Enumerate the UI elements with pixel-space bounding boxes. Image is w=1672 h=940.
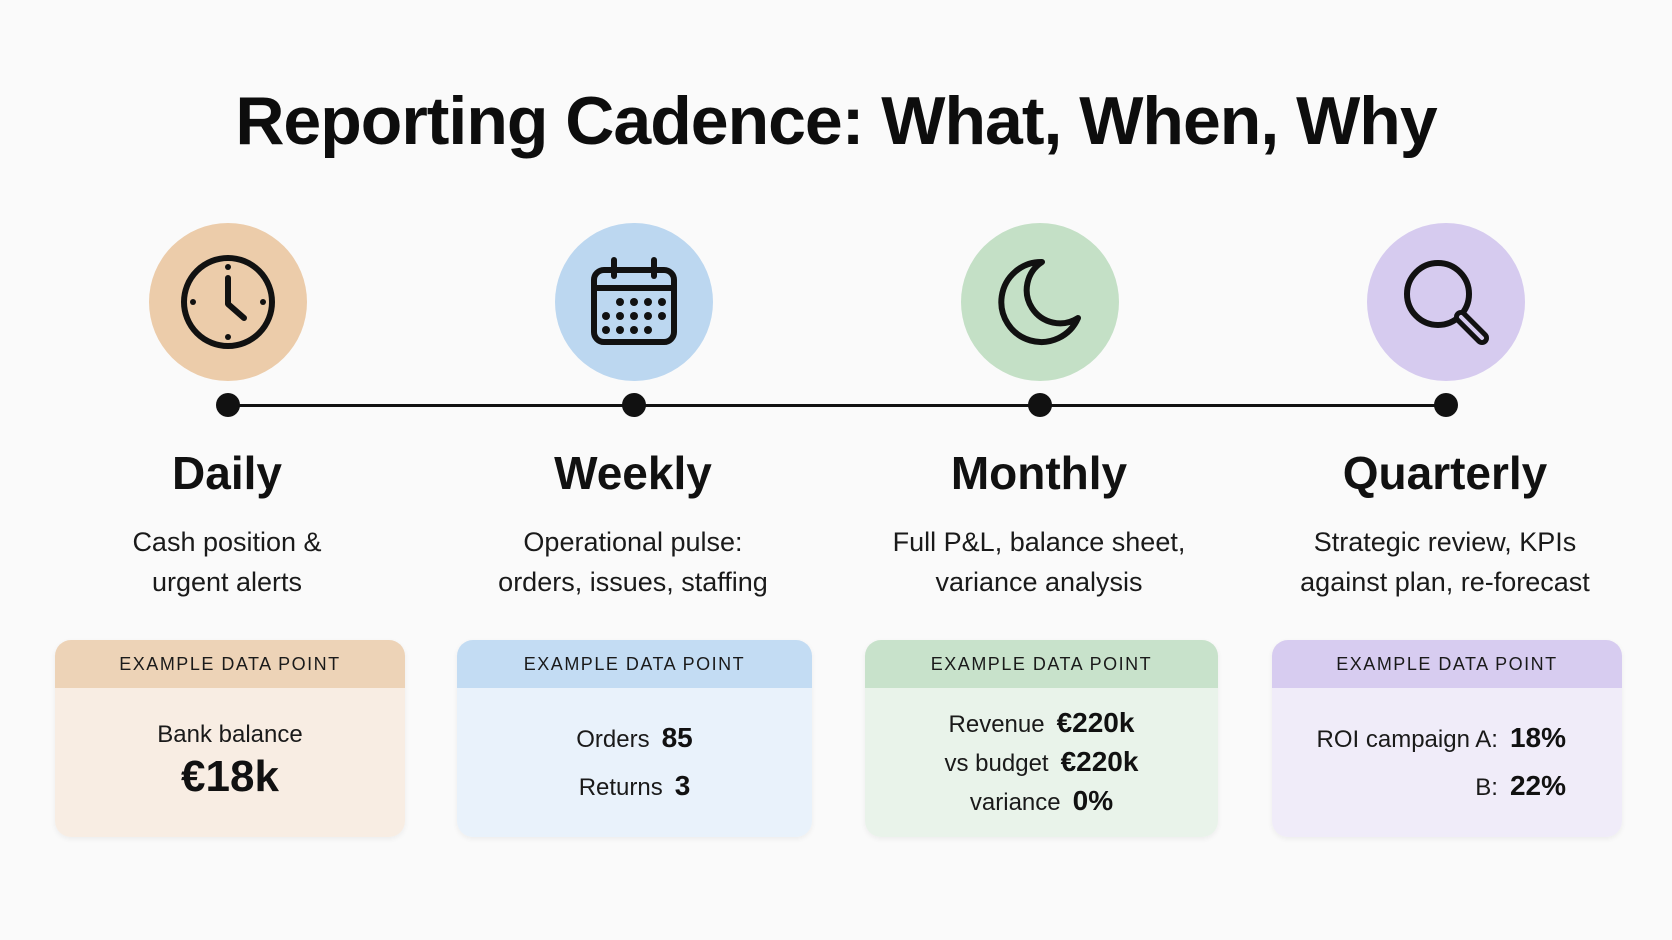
timeline-dot-quarterly (1434, 393, 1458, 417)
orders-value: 85 (661, 721, 693, 753)
desc-weekly: Operational pulse: orders, issues, staff… (443, 522, 823, 602)
calendar-icon (591, 257, 677, 345)
budget-row: vs budget €220k (945, 743, 1139, 782)
card-header: EXAMPLE DATA POINT (865, 640, 1218, 688)
revenue-label: Revenue (948, 711, 1045, 738)
roi-b-row: B: 22% (1475, 763, 1566, 811)
bank-balance-label: Bank balance (157, 720, 303, 748)
quarterly-icon-circle (1367, 223, 1525, 381)
roi-a-label: ROI campaign A: (1316, 725, 1498, 753)
card-header: EXAMPLE DATA POINT (1272, 640, 1622, 688)
magnifier-icon (1404, 260, 1489, 345)
revenue-value: €220k (1056, 707, 1135, 738)
desc-line: urgent alerts (151, 567, 303, 597)
card-body: Bank balance €18k (55, 688, 405, 837)
orders-row: Orders 85 (576, 715, 693, 763)
roi-a-value: 18% (1509, 721, 1566, 753)
card-body: Revenue €220k vs budget €220k variance 0… (865, 688, 1218, 837)
desc-quarterly: Strategic review, KPIs against plan, re-… (1255, 522, 1635, 602)
clock-icon (181, 255, 275, 349)
heading-daily: Daily (172, 447, 282, 499)
monthly-icon-circle (961, 223, 1119, 381)
desc-line: Full P&L, balance sheet, (892, 527, 1186, 557)
bank-balance-value: €18k (181, 751, 279, 801)
card-body: Orders 85 Returns 3 (457, 688, 812, 837)
card-body: ROI campaign A: 18% B: 22% (1272, 688, 1622, 837)
heading-weekly: Weekly (554, 447, 712, 499)
desc-line: orders, issues, staffing (498, 567, 768, 597)
variance-value: 0% (1072, 785, 1114, 816)
timeline-dot-weekly (622, 393, 646, 417)
stage-quarterly: Quarterly Strategic review, KPIs against… (1255, 0, 1635, 940)
roi-b-label: B: (1475, 773, 1498, 801)
desc-monthly: Full P&L, balance sheet, variance analys… (849, 522, 1229, 602)
desc-daily: Cash position & urgent alerts (37, 522, 417, 602)
stage-daily: Daily Cash position & urgent alerts (37, 0, 417, 940)
variance-row: variance 0% (970, 782, 1113, 821)
desc-line: against plan, re-forecast (1300, 567, 1590, 597)
heading-quarterly: Quarterly (1342, 447, 1548, 499)
revenue-row: Revenue €220k (949, 704, 1135, 743)
card-quarterly: EXAMPLE DATA POINT ROI campaign A: 18% B… (1272, 640, 1622, 837)
card-daily: EXAMPLE DATA POINT Bank balance €18k (55, 640, 405, 837)
roi-a-row: ROI campaign A: 18% (1317, 715, 1566, 763)
desc-line: Strategic review, KPIs (1313, 527, 1577, 557)
daily-icon-circle (149, 223, 307, 381)
budget-value: €220k (1060, 746, 1139, 777)
stage-monthly: Monthly Full P&L, balance sheet, varianc… (849, 0, 1229, 940)
returns-label: Returns (578, 773, 663, 801)
stage-weekly: Weekly Operational pulse: orders, issues… (443, 0, 823, 940)
budget-label: vs budget (944, 750, 1049, 777)
timeline-line (228, 404, 1446, 407)
orders-label: Orders (576, 725, 650, 753)
heading-monthly: Monthly (950, 447, 1128, 499)
page-title: Reporting Cadence: What, When, Why (235, 83, 1437, 159)
moon-icon (998, 258, 1081, 345)
weekly-icon-circle (555, 223, 713, 381)
timeline-dot-monthly (1028, 393, 1052, 417)
variance-label: variance (969, 789, 1061, 816)
returns-value: 3 (674, 769, 691, 801)
card-header: EXAMPLE DATA POINT (55, 640, 405, 688)
desc-line: Cash position & (132, 527, 322, 557)
desc-line: Operational pulse: (523, 527, 743, 557)
desc-line: variance analysis (935, 567, 1143, 597)
timeline-dot-daily (216, 393, 240, 417)
returns-row: Returns 3 (579, 763, 691, 811)
roi-b-value: 22% (1509, 769, 1566, 801)
card-monthly: EXAMPLE DATA POINT Revenue €220k vs budg… (865, 640, 1218, 837)
card-header: EXAMPLE DATA POINT (457, 640, 812, 688)
card-weekly: EXAMPLE DATA POINT Orders 85 Returns 3 (457, 640, 812, 837)
